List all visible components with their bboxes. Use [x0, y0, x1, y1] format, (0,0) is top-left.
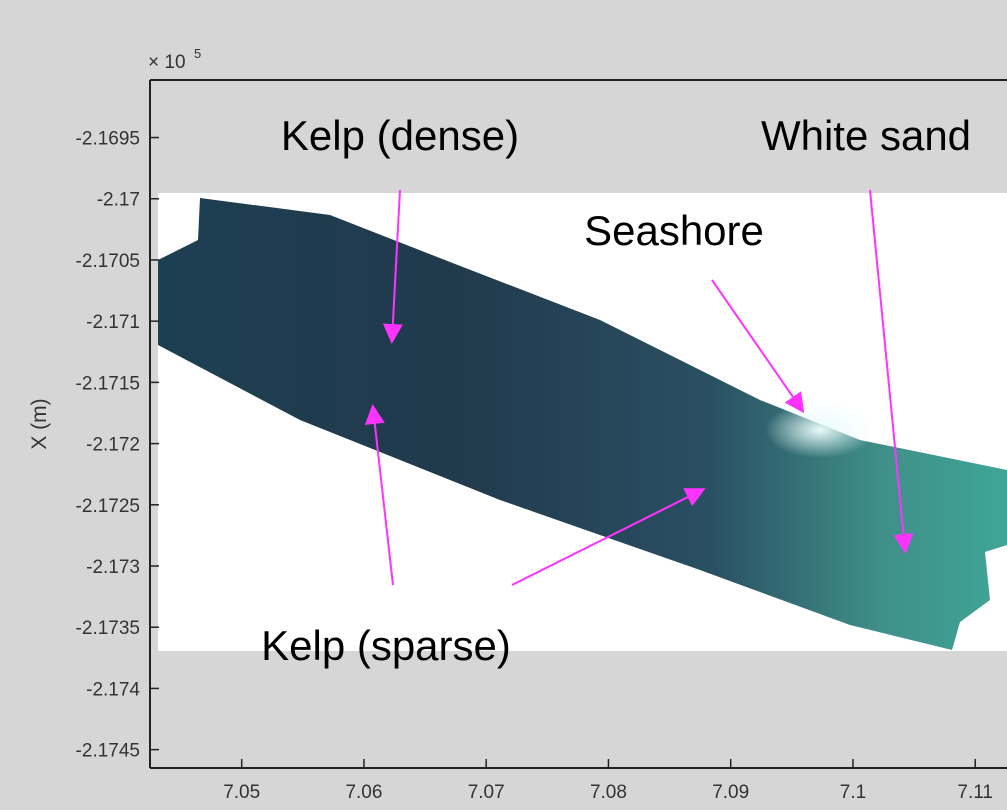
- y-exponent-base: × 10: [148, 52, 186, 73]
- y-tick-label: -2.17: [97, 190, 140, 211]
- y-tick-label: -2.1725: [76, 496, 140, 517]
- y-tick-label: -2.173: [86, 557, 140, 578]
- seashore-patch: [765, 402, 875, 458]
- annotation: Seashore: [584, 207, 764, 254]
- x-tick-label: 7.08: [590, 782, 627, 803]
- y-tick-label: -2.171: [86, 312, 140, 333]
- y-tick-label: -2.1715: [76, 373, 140, 394]
- y-tick-label: -2.174: [86, 679, 140, 700]
- x-tick-label: 7.1: [840, 782, 866, 803]
- y-tick-label: -2.1735: [76, 618, 140, 639]
- x-tick-label: 7.05: [223, 782, 260, 803]
- y-tick-label: -2.1695: [76, 129, 140, 150]
- y-exponent: 5: [194, 46, 201, 61]
- y-tick-label: -2.172: [86, 435, 140, 456]
- x-tick-label: 7.07: [468, 782, 505, 803]
- chart: × 10 5 X (m) -2.1695 -2.17 -2.1705 -2.171 -2…: [0, 0, 1007, 810]
- x-tick-label: 7.06: [345, 782, 382, 803]
- annotation: White sand: [761, 112, 971, 159]
- y-tick-label: -2.1705: [76, 251, 140, 272]
- y-axis-label: X (m): [28, 398, 51, 449]
- annotation: Kelp (sparse): [261, 622, 511, 669]
- annotation: Kelp (dense): [281, 112, 519, 159]
- x-tick-label: 7.09: [712, 782, 749, 803]
- page: {"chart_data": {"type": "image", "y_expo…: [0, 0, 1007, 810]
- y-tick-label: -2.1745: [76, 741, 140, 762]
- x-tick-label: 7.11: [957, 782, 993, 803]
